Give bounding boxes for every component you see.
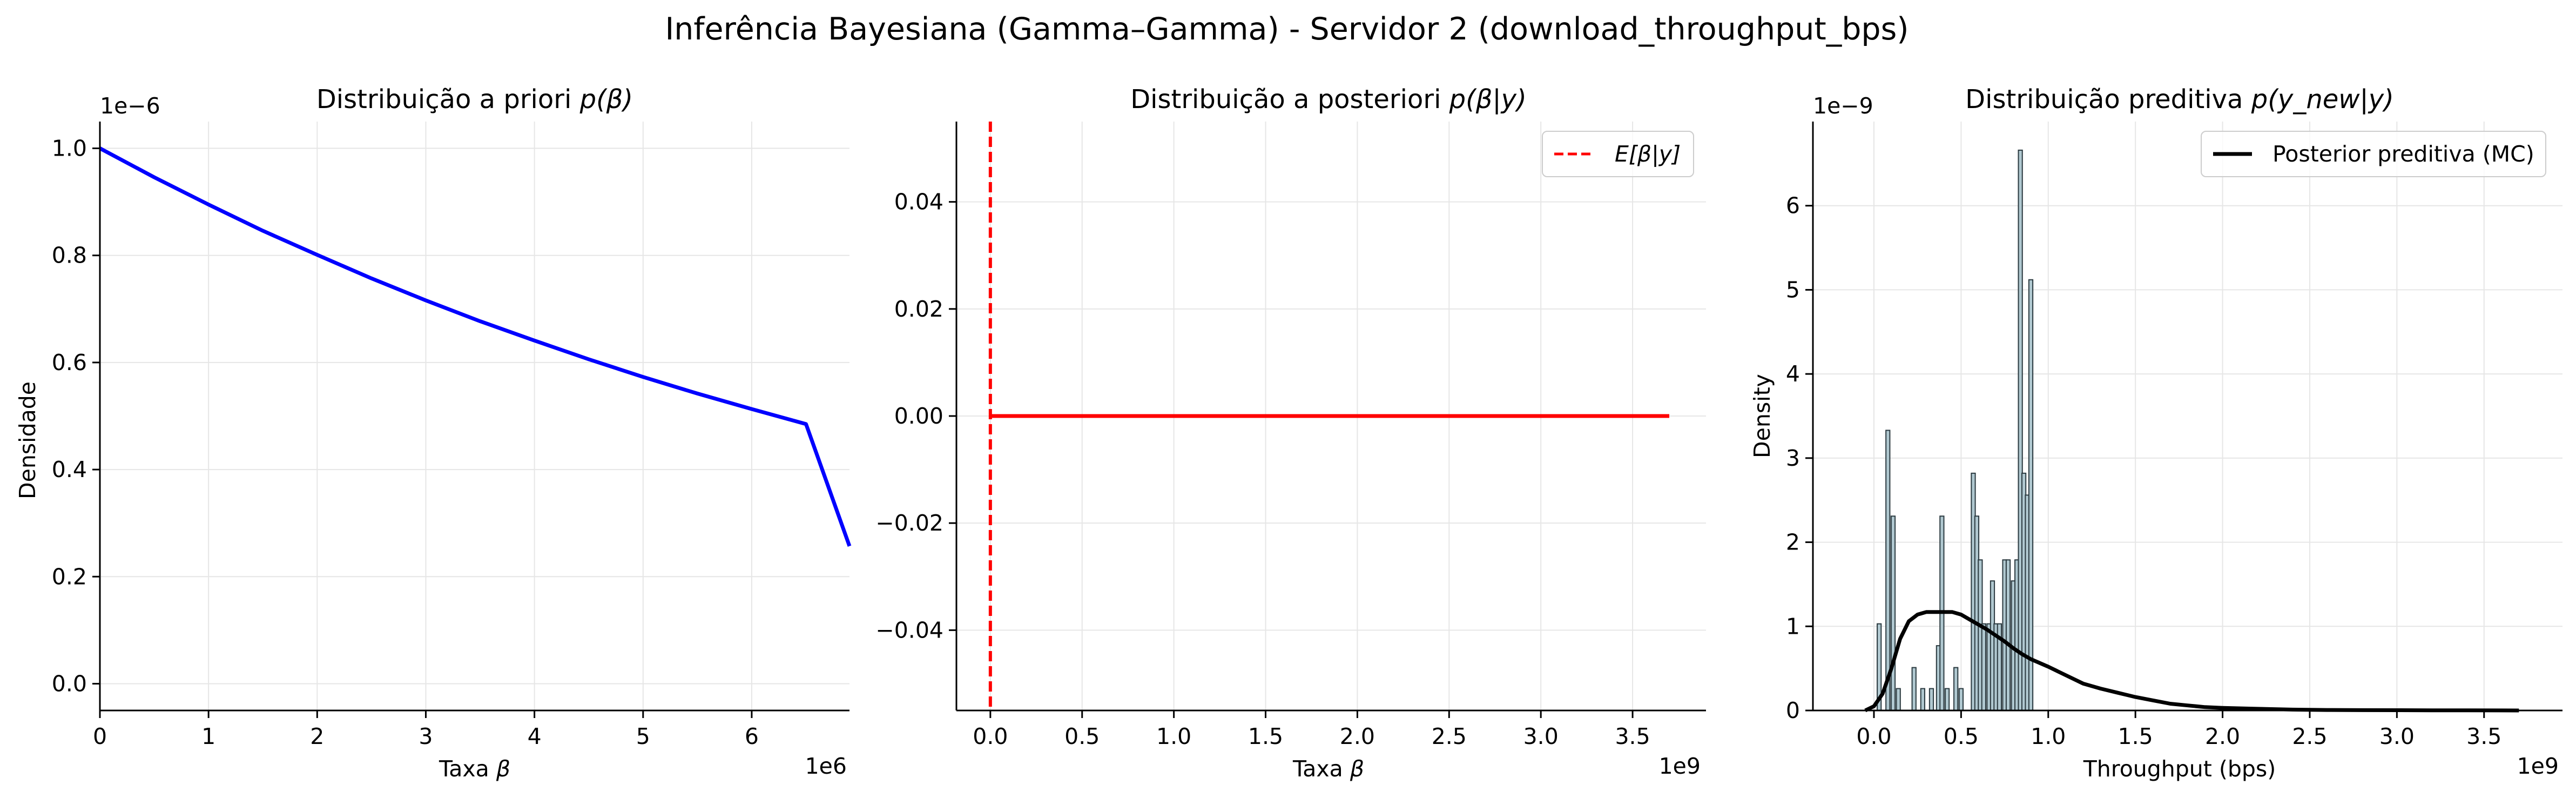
- posterior-legend-label: E[β|y]: [1615, 141, 1681, 167]
- prior-xtick-label: 0: [93, 723, 107, 749]
- prior-ytick-label: 1.0: [52, 136, 87, 162]
- predictive-ytick-label: 3: [1786, 445, 1800, 471]
- posterior-xtick-label: 0.5: [1064, 723, 1100, 749]
- prior-ytick-label: 0.2: [52, 564, 87, 589]
- prior-xtick-label: 3: [419, 723, 433, 749]
- predictive-ytick-label: 4: [1786, 361, 1800, 387]
- prior-xtick-label: 1: [201, 723, 215, 749]
- predictive-xtick-label: 1.5: [2118, 723, 2153, 749]
- predictive-xtick-label: 2.0: [2205, 723, 2240, 749]
- posterior-xtick-label: 2.0: [1340, 723, 1375, 749]
- predictive-hist-bar: [2028, 279, 2034, 711]
- posterior-marks: [988, 122, 1669, 710]
- predictive-title: Distribuição preditiva p(y_new|y): [1965, 84, 2394, 115]
- predictive-ytick-label: 2: [1786, 529, 1800, 555]
- predictive-xlabel: Throughput (bps): [2083, 756, 2276, 782]
- posterior-xtick-label: 2.5: [1432, 723, 1467, 749]
- predictive-ylabel: Density: [1749, 374, 1775, 458]
- posterior-ytick-label: 0.02: [894, 296, 943, 322]
- predictive-ytick-label: 1: [1786, 613, 1800, 639]
- prior-ytick-label: 0.4: [52, 457, 87, 482]
- predictive-legend-box: [2201, 131, 2546, 177]
- posterior-ticks: 0.0 0.5 1.0 1.5 2.0 2.5 3.0 3.5 −0.04 −0.02 0.00 0.…: [875, 189, 1650, 749]
- predictive-legend: Posterior preditiva (MC): [2201, 131, 2546, 177]
- predictive-title-text: Distribuição preditiva: [1965, 84, 2251, 115]
- posterior-xtick-label: 1.0: [1156, 723, 1191, 749]
- predictive-hist-bar: [1981, 623, 1986, 711]
- prior-title-text: Distribuição a priori: [316, 84, 580, 115]
- prior-y-offset: 1e−6: [100, 93, 160, 119]
- predictive-ticks: 0.0 0.5 1.0 1.5 2.0 2.5 3.0 3.5 0 1 2 3 4 5 6: [1786, 193, 2501, 749]
- prior-title: Distribuição a priori p(β): [316, 84, 633, 115]
- predictive-hist-bar: [1944, 688, 1950, 711]
- figure-suptitle: Inferência Bayesiana (Gamma–Gamma) - Ser…: [665, 11, 1909, 47]
- posterior-title-math: p(β|y): [1449, 84, 1527, 115]
- prior-ytick-label: 0.6: [52, 350, 87, 375]
- predictive-ytick-label: 0: [1786, 698, 1800, 723]
- predictive-marks: [1864, 149, 2519, 713]
- predictive-legend-label: Posterior preditiva (MC): [2272, 141, 2534, 167]
- posterior-title: Distribuição a posteriori p(β|y): [1130, 84, 1527, 115]
- predictive-xtick-label: 1.0: [2031, 723, 2066, 749]
- predictive-panel: 0.0 0.5 1.0 1.5 2.0 2.5 3.0 3.5 0 1 2 3 4 5 6 Distribu…: [1749, 84, 2562, 782]
- posterior-ytick-label: 0.00: [894, 403, 943, 429]
- posterior-xtick-label: 3.0: [1523, 723, 1559, 749]
- predictive-xtick-label: 2.5: [2292, 723, 2327, 749]
- predictive-xtick-label: 3.0: [2379, 723, 2415, 749]
- predictive-hist-bar: [1890, 515, 1896, 711]
- prior-marks: [99, 146, 852, 547]
- predictive-hist-bar: [1920, 688, 1925, 711]
- posterior-xtick-label: 1.5: [1248, 723, 1283, 749]
- prior-x-offset: 1e6: [805, 753, 847, 779]
- predictive-xtick-label: 3.5: [2466, 723, 2501, 749]
- posterior-xlabel-math: β: [1350, 756, 1364, 782]
- posterior-title-text: Distribuição a posteriori: [1130, 84, 1449, 115]
- posterior-xlabel: Taxa β: [1292, 756, 1364, 782]
- prior-xtick-label: 2: [310, 723, 324, 749]
- predictive-hist-bar: [1885, 430, 1891, 711]
- predictive-hist-bar: [1928, 688, 1934, 711]
- predictive-hist-bar: [2005, 559, 2011, 712]
- predictive-ytick-label: 5: [1786, 277, 1800, 303]
- prior-title-math: p(β): [579, 84, 633, 115]
- prior-xlabel: Taxa β: [439, 756, 510, 782]
- predictive-y-offset: 1e−9: [1813, 93, 1873, 119]
- prior-axes: [99, 122, 849, 712]
- predictive-hist-bar: [1953, 667, 1959, 711]
- predictive-hist-bar: [1958, 688, 1964, 711]
- predictive-grid: [1813, 122, 2562, 711]
- prior-xtick-label: 4: [528, 723, 542, 749]
- prior-xlabel-math: β: [496, 756, 510, 782]
- posterior-ytick-label: −0.02: [875, 510, 943, 536]
- posterior-ytick-label: 0.04: [894, 189, 943, 215]
- prior-xlabel-text: Taxa: [439, 756, 496, 782]
- posterior-xtick-label: 0.0: [973, 723, 1008, 749]
- prior-xtick-label: 6: [745, 723, 759, 749]
- prior-xtick-label: 5: [636, 723, 650, 749]
- prior-ticks: 0 1 2 3 4 5 6 0.0 0.2 0.4 0.6 0.8 1.0: [52, 136, 759, 749]
- prior-ytick-label: 0.8: [52, 243, 87, 269]
- predictive-xtick-label: 0.0: [1856, 723, 1891, 749]
- posterior-legend-box: [1542, 131, 1694, 177]
- posterior-xtick-label: 3.5: [1615, 723, 1650, 749]
- predictive-title-math: p(y_new|y): [2251, 84, 2394, 115]
- prior-series-line: [99, 146, 852, 547]
- posterior-xlabel-text: Taxa: [1292, 756, 1350, 782]
- predictive-axes: [1812, 122, 2562, 712]
- posterior-x-offset: 1e9: [1659, 753, 1701, 779]
- predictive-xtick-label: 0.5: [1944, 723, 1979, 749]
- predictive-ytick-label: 6: [1786, 193, 1800, 219]
- predictive-x-offset: 1e9: [2517, 753, 2559, 779]
- predictive-hist-bar: [1911, 667, 1917, 711]
- posterior-ytick-label: −0.04: [875, 617, 943, 643]
- prior-panel: 0 1 2 3 4 5 6 0.0 0.2 0.4 0.6 0.8 1.0 Distribuição a…: [15, 84, 852, 782]
- posterior-panel: 0.0 0.5 1.0 1.5 2.0 2.5 3.0 3.5 −0.04 −0.02 0.00 0.…: [875, 84, 1706, 782]
- posterior-legend: E[β|y]: [1542, 131, 1694, 177]
- prior-ylabel: Densidade: [15, 381, 41, 499]
- prior-ytick-label: 0.0: [52, 670, 87, 696]
- prior-grid: [99, 122, 849, 710]
- predictive-hist-bar: [1896, 688, 1901, 711]
